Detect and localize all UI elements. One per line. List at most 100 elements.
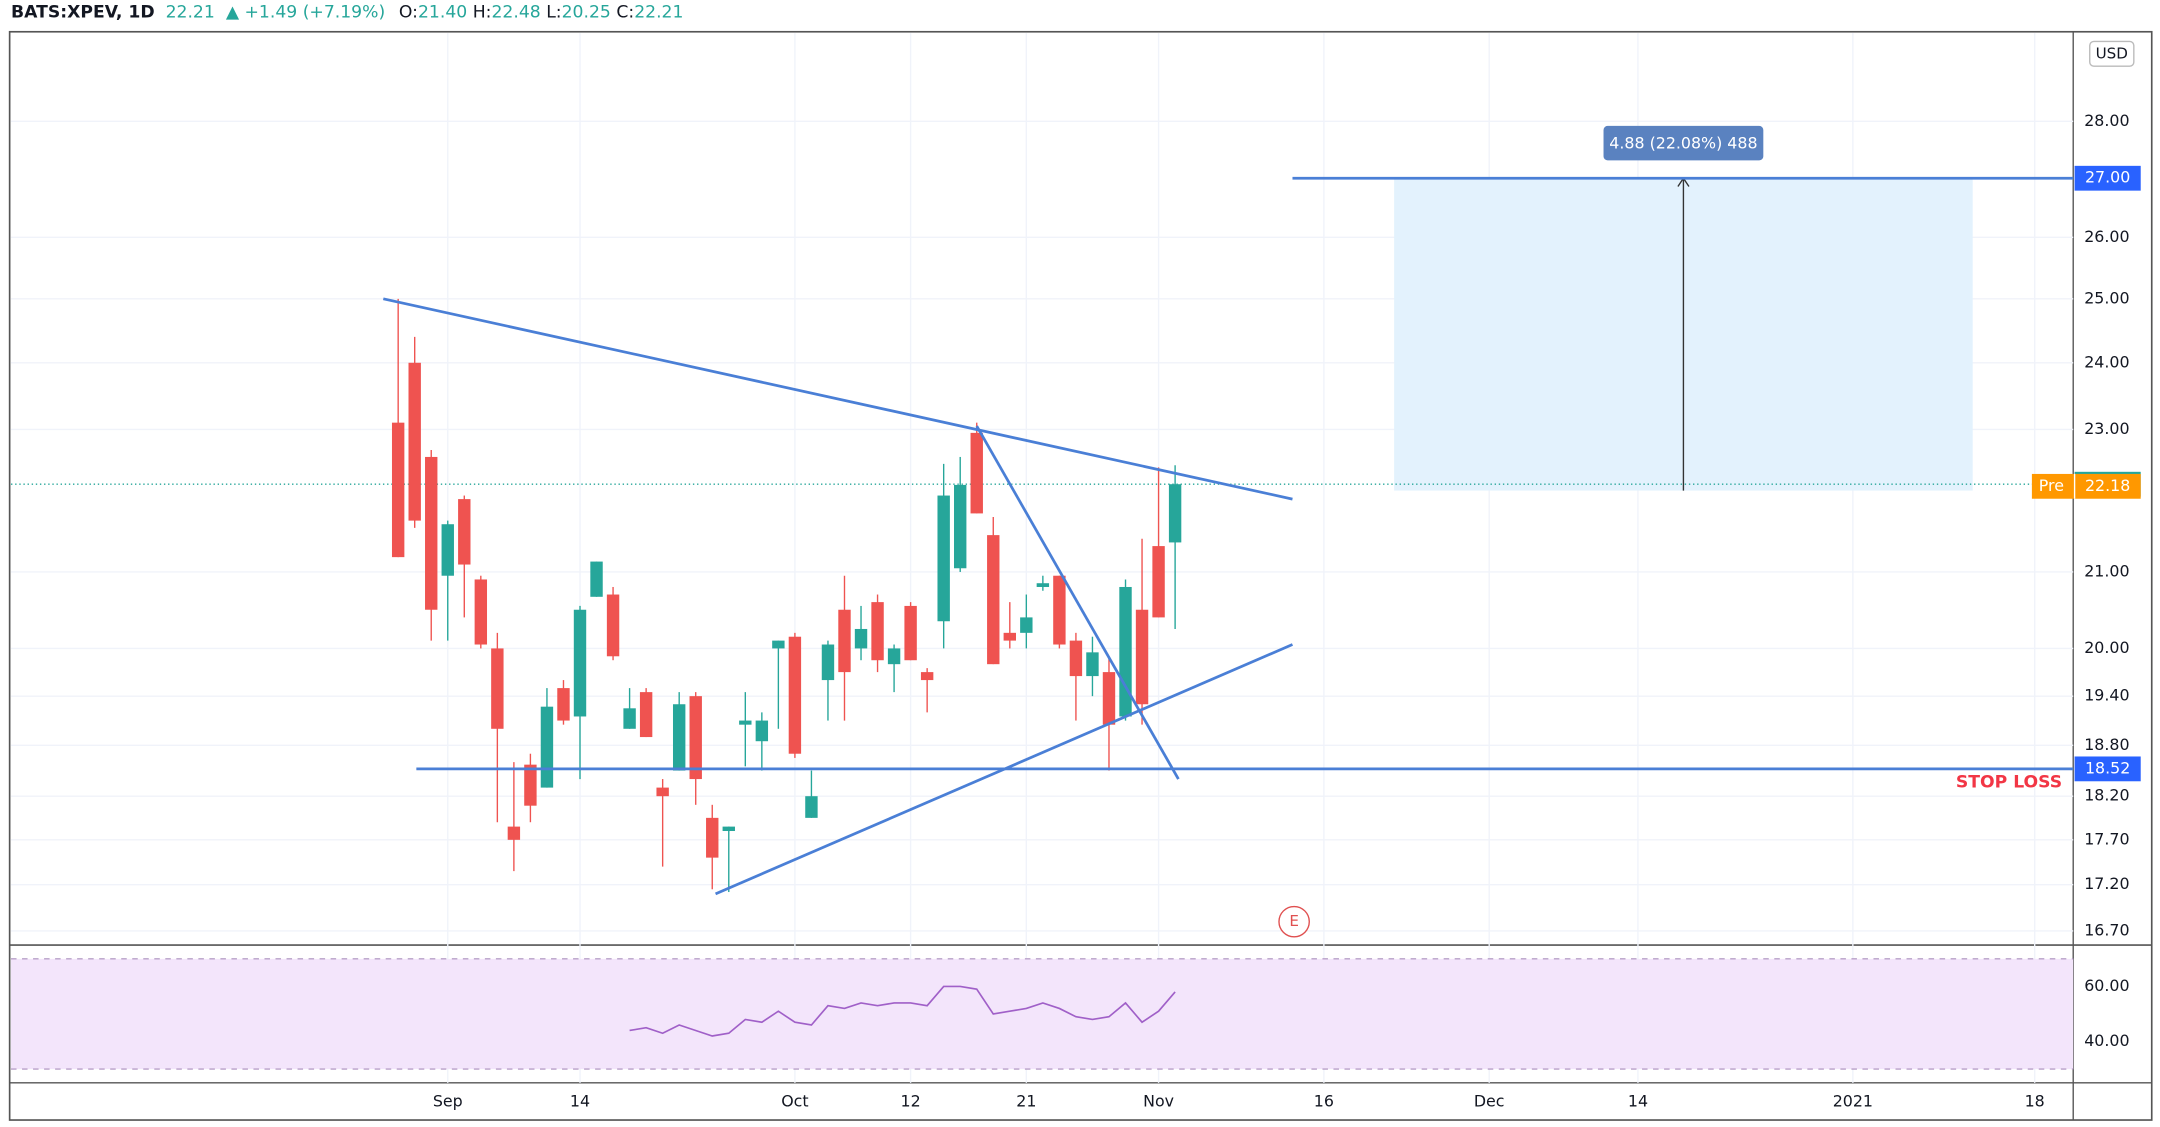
candle-body: [772, 640, 785, 649]
candle-body: [524, 764, 537, 806]
x-tick-label: Nov: [1143, 1092, 1174, 1111]
price-badge: [2074, 756, 2141, 782]
candle-body: [507, 826, 521, 840]
y-tick-label: 25.00: [2084, 288, 2129, 307]
ohlc-value: 20.25: [562, 2, 611, 22]
x-tick-label: 12: [901, 1092, 921, 1111]
candle-body: [1003, 632, 1016, 641]
candle-body: [656, 787, 669, 797]
candle-body: [954, 484, 967, 569]
ohlc-key: L:: [546, 2, 561, 22]
y-tick-label: 20.00: [2084, 638, 2129, 657]
candle-body: [854, 628, 868, 649]
candle-body: [871, 602, 884, 661]
candle-body: [821, 644, 835, 681]
last-price: 22.21: [166, 2, 215, 22]
candle-body: [623, 708, 636, 729]
candle-body: [1168, 484, 1182, 543]
candle-body: [1053, 575, 1066, 645]
candle-body: [540, 706, 554, 788]
candle-body: [838, 609, 851, 673]
price-badge: [2074, 165, 2141, 191]
symbol: BATS:XPEV, 1D: [11, 2, 155, 22]
candle-body: [987, 535, 1000, 665]
earnings-label[interactable]: E: [1289, 912, 1299, 930]
indicator-band: [11, 958, 2074, 1070]
currency[interactable]: USD: [2096, 44, 2128, 62]
ohlc-value: 22.21: [634, 2, 683, 22]
trend-line: [382, 297, 1293, 501]
candle-body: [937, 495, 950, 622]
candle-body: [1135, 609, 1149, 705]
candle-body: [458, 499, 471, 565]
premarket-badge: [2031, 473, 2141, 499]
y-tick-label: 23.00: [2084, 419, 2129, 438]
y-tick-label: 16.70: [2084, 920, 2129, 939]
y-tick-label: 28.00: [2084, 111, 2129, 130]
candle-body: [590, 561, 603, 597]
candle-body: [755, 720, 769, 742]
candle-body: [573, 609, 587, 717]
candle-body: [689, 696, 702, 780]
candle-body: [920, 672, 934, 681]
candle-body: [391, 422, 405, 558]
x-tick-label: 14: [1628, 1092, 1648, 1111]
y-tick-label: 26.00: [2084, 227, 2129, 246]
change: ▲ +1.49 (+7.19%): [226, 2, 385, 22]
x-tick-label: Oct: [781, 1092, 808, 1111]
indicator-tick-label: 60.00: [2084, 976, 2129, 995]
candle-body: [606, 594, 620, 657]
indicator-line: [629, 985, 1176, 1037]
axes: 28.00 26.00 25.00 24.00 23.00 21.00 20.00 19.40…: [433, 111, 2141, 1111]
candle-body: [672, 704, 686, 771]
candle-body: [557, 688, 570, 721]
x-tick-label: 18: [2025, 1092, 2045, 1111]
x-tick-label: 2021: [1833, 1092, 1873, 1111]
candle-body: [706, 817, 719, 858]
ohlc-key: C:: [616, 2, 634, 22]
trend-line: [975, 425, 1180, 780]
currency-box[interactable]: [2089, 40, 2135, 67]
price-badge-label: 18.52: [2085, 758, 2130, 777]
candle-body: [739, 720, 752, 725]
x-tick-label: Dec: [1474, 1092, 1505, 1111]
candle-body: [1152, 546, 1165, 618]
candles: [391, 298, 1182, 893]
drawings-under: 4.88 (22.08%) 488: [11, 125, 2074, 491]
x-tick-label: 21: [1016, 1092, 1036, 1111]
candle-body: [722, 826, 735, 832]
candle-body: [970, 432, 983, 514]
candle-body: [805, 796, 818, 818]
x-tick-label: 16: [1314, 1092, 1334, 1111]
measure-label: 4.88 (22.08%) 488: [1609, 133, 1757, 152]
price-badge-label: 27.00: [2085, 168, 2130, 187]
indicator-tick-label: 40.00: [2084, 1031, 2129, 1050]
candle-body: [491, 648, 504, 729]
y-tick-label: 17.70: [2084, 829, 2129, 848]
y-tick-label: 24.00: [2084, 352, 2129, 371]
y-tick-label: 21.00: [2084, 561, 2129, 580]
candle-body: [639, 692, 653, 738]
drawings: STOP LOSS E: [382, 176, 2074, 1037]
y-tick-label: 18.80: [2084, 735, 2129, 754]
candle-body: [408, 362, 421, 521]
premarket-name: Pre: [2039, 476, 2064, 495]
y-tick-label: 18.20: [2084, 786, 2129, 805]
candle-body: [474, 579, 488, 645]
candle-body: [1069, 640, 1083, 677]
candle-body: [1102, 672, 1116, 725]
candle-body: [1086, 652, 1099, 677]
candle-body: [441, 524, 454, 576]
x-tick-label: 14: [570, 1092, 590, 1111]
candle-body: [1119, 586, 1132, 717]
header: BATS:XPEV, 1D 22.21 ▲ +1.49 (+7.19%) O:2…: [11, 2, 683, 22]
ohlc-value: 22.48: [491, 2, 540, 22]
candle-body: [788, 636, 802, 754]
line-label: STOP LOSS: [1956, 773, 2062, 793]
y-tick-label: 17.20: [2084, 874, 2129, 893]
earnings-marker: [1278, 905, 1310, 938]
candle-body: [1036, 583, 1050, 587]
ohlc-key: H:: [473, 2, 492, 22]
